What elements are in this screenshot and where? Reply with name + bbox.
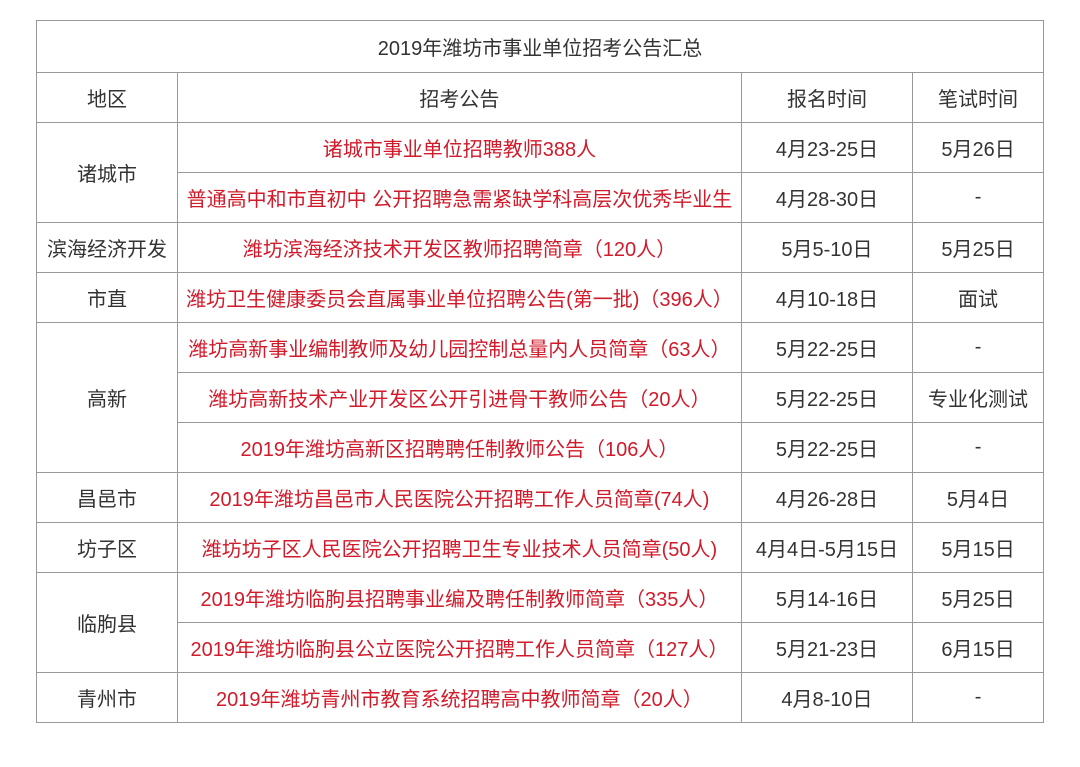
table-row: 高新 潍坊高新事业编制教师及幼儿园控制总量内人员简章（63人） 5月22-25日… bbox=[37, 323, 1044, 373]
page-container: 2019年潍坊市事业单位招考公告汇总 地区 招考公告 报名时间 笔试时间 诸城市… bbox=[0, 0, 1080, 767]
signup-cell: 5月22-25日 bbox=[741, 423, 912, 473]
announcement-cell[interactable]: 2019年潍坊高新区招聘聘任制教师公告（106人） bbox=[177, 423, 741, 473]
header-announcement: 招考公告 bbox=[177, 73, 741, 123]
announcement-cell[interactable]: 2019年潍坊临朐县招聘事业编及聘任制教师简章（335人） bbox=[177, 573, 741, 623]
signup-cell: 5月5-10日 bbox=[741, 223, 912, 273]
table-title: 2019年潍坊市事业单位招考公告汇总 bbox=[37, 21, 1044, 73]
signup-cell: 5月14-16日 bbox=[741, 573, 912, 623]
signup-cell: 5月22-25日 bbox=[741, 323, 912, 373]
region-cell: 诸城市 bbox=[37, 123, 178, 223]
region-cell: 市直 bbox=[37, 273, 178, 323]
announcement-cell[interactable]: 潍坊高新技术产业开发区公开引进骨干教师公告（20人） bbox=[177, 373, 741, 423]
table-row: 昌邑市 2019年潍坊昌邑市人民医院公开招聘工作人员简章(74人) 4月26-2… bbox=[37, 473, 1044, 523]
table-row: 市直 潍坊卫生健康委员会直属事业单位招聘公告(第一批)（396人） 4月10-1… bbox=[37, 273, 1044, 323]
announcement-cell[interactable]: 2019年潍坊青州市教育系统招聘高中教师简章（20人） bbox=[177, 673, 741, 723]
recruitment-table: 2019年潍坊市事业单位招考公告汇总 地区 招考公告 报名时间 笔试时间 诸城市… bbox=[36, 20, 1044, 723]
signup-cell: 4月4日-5月15日 bbox=[741, 523, 912, 573]
table-row: 诸城市 诸城市事业单位招聘教师388人 4月23-25日 5月26日 bbox=[37, 123, 1044, 173]
region-cell: 高新 bbox=[37, 323, 178, 473]
announcement-cell[interactable]: 2019年潍坊临朐县公立医院公开招聘工作人员简章（127人） bbox=[177, 623, 741, 673]
region-cell: 滨海经济开发 bbox=[37, 223, 178, 273]
region-cell: 临朐县 bbox=[37, 573, 178, 673]
exam-cell: 5月15日 bbox=[913, 523, 1044, 573]
signup-cell: 5月22-25日 bbox=[741, 373, 912, 423]
region-cell: 坊子区 bbox=[37, 523, 178, 573]
announcement-cell[interactable]: 潍坊坊子区人民医院公开招聘卫生专业技术人员简章(50人) bbox=[177, 523, 741, 573]
header-region: 地区 bbox=[37, 73, 178, 123]
exam-cell: 5月26日 bbox=[913, 123, 1044, 173]
table-row: 潍坊高新技术产业开发区公开引进骨干教师公告（20人） 5月22-25日 专业化测… bbox=[37, 373, 1044, 423]
announcement-cell[interactable]: 2019年潍坊昌邑市人民医院公开招聘工作人员简章(74人) bbox=[177, 473, 741, 523]
announcement-cell[interactable]: 潍坊滨海经济技术开发区教师招聘简章（120人） bbox=[177, 223, 741, 273]
table-row: 坊子区 潍坊坊子区人民医院公开招聘卫生专业技术人员简章(50人) 4月4日-5月… bbox=[37, 523, 1044, 573]
header-signup: 报名时间 bbox=[741, 73, 912, 123]
table-row: 滨海经济开发 潍坊滨海经济技术开发区教师招聘简章（120人） 5月5-10日 5… bbox=[37, 223, 1044, 273]
signup-cell: 4月23-25日 bbox=[741, 123, 912, 173]
header-exam: 笔试时间 bbox=[913, 73, 1044, 123]
signup-cell: 4月8-10日 bbox=[741, 673, 912, 723]
table-row: 临朐县 2019年潍坊临朐县招聘事业编及聘任制教师简章（335人） 5月14-1… bbox=[37, 573, 1044, 623]
table-title-row: 2019年潍坊市事业单位招考公告汇总 bbox=[37, 21, 1044, 73]
exam-cell: - bbox=[913, 423, 1044, 473]
region-cell: 昌邑市 bbox=[37, 473, 178, 523]
exam-cell: 5月25日 bbox=[913, 573, 1044, 623]
exam-cell: - bbox=[913, 673, 1044, 723]
announcement-cell[interactable]: 潍坊卫生健康委员会直属事业单位招聘公告(第一批)（396人） bbox=[177, 273, 741, 323]
exam-cell: 5月4日 bbox=[913, 473, 1044, 523]
signup-cell: 5月21-23日 bbox=[741, 623, 912, 673]
table-header-row: 地区 招考公告 报名时间 笔试时间 bbox=[37, 73, 1044, 123]
signup-cell: 4月28-30日 bbox=[741, 173, 912, 223]
signup-cell: 4月10-18日 bbox=[741, 273, 912, 323]
exam-cell: 6月15日 bbox=[913, 623, 1044, 673]
announcement-cell[interactable]: 诸城市事业单位招聘教师388人 bbox=[177, 123, 741, 173]
exam-cell: 专业化测试 bbox=[913, 373, 1044, 423]
signup-cell: 4月26-28日 bbox=[741, 473, 912, 523]
announcement-cell[interactable]: 普通高中和市直初中 公开招聘急需紧缺学科高层次优秀毕业生 bbox=[177, 173, 741, 223]
table-row: 2019年潍坊高新区招聘聘任制教师公告（106人） 5月22-25日 - bbox=[37, 423, 1044, 473]
exam-cell: - bbox=[913, 173, 1044, 223]
exam-cell: 面试 bbox=[913, 273, 1044, 323]
announcement-cell[interactable]: 潍坊高新事业编制教师及幼儿园控制总量内人员简章（63人） bbox=[177, 323, 741, 373]
region-cell: 青州市 bbox=[37, 673, 178, 723]
exam-cell: - bbox=[913, 323, 1044, 373]
table-row: 青州市 2019年潍坊青州市教育系统招聘高中教师简章（20人） 4月8-10日 … bbox=[37, 673, 1044, 723]
table-row: 普通高中和市直初中 公开招聘急需紧缺学科高层次优秀毕业生 4月28-30日 - bbox=[37, 173, 1044, 223]
table-row: 2019年潍坊临朐县公立医院公开招聘工作人员简章（127人） 5月21-23日 … bbox=[37, 623, 1044, 673]
exam-cell: 5月25日 bbox=[913, 223, 1044, 273]
